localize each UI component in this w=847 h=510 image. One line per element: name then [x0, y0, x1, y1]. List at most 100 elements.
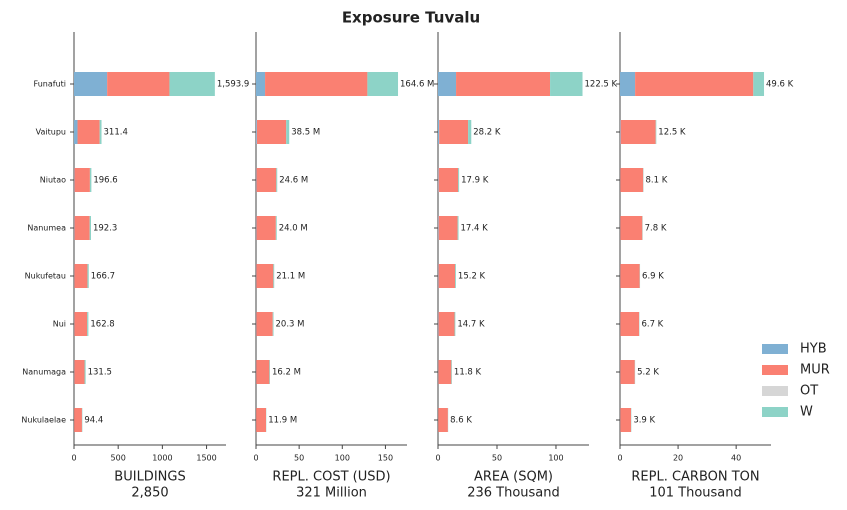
- y-tick-label: Nukufetau: [25, 272, 66, 281]
- y-tick-label: Nui: [53, 320, 66, 329]
- bar-segment: [256, 408, 267, 432]
- legend-label: W: [800, 405, 813, 420]
- legend-swatch: [762, 407, 788, 417]
- bar-total-label: 1,593.9: [217, 80, 249, 90]
- bar-segment: [74, 216, 90, 240]
- x-tick-label: 20: [673, 454, 683, 463]
- bar-segment: [620, 120, 656, 144]
- legend-swatch: [762, 365, 788, 375]
- x-axis-label: BUILDINGS: [114, 470, 185, 485]
- x-tick-label: 0: [617, 454, 622, 463]
- x-tick-label: 500: [111, 454, 126, 463]
- bar-total-label: 7.8 K: [645, 224, 667, 234]
- bar-total-label: 15.2 K: [458, 272, 486, 282]
- y-tick-label: Niutao: [40, 176, 66, 185]
- y-tick-label: Funafuti: [34, 80, 66, 89]
- bar-total-label: 11.9 M: [268, 416, 297, 426]
- bar-segment: [84, 360, 86, 384]
- bar-total-label: 11.8 K: [454, 368, 482, 378]
- x-tick-label: 1500: [196, 454, 216, 463]
- bar-segment: [275, 216, 277, 240]
- x-tick-label: 50: [294, 454, 304, 463]
- bar-segment: [753, 72, 765, 96]
- bar-segment: [74, 312, 88, 336]
- bar-segment: [74, 408, 82, 432]
- bar-segment: [169, 72, 215, 96]
- bar-segment: [620, 72, 636, 96]
- bar-total-label: 131.5: [88, 368, 112, 378]
- bar-segment: [455, 264, 456, 288]
- bar-total-label: 192.3: [93, 224, 117, 234]
- bar-total-label: 14.7 K: [457, 320, 485, 330]
- bar-total-label: 49.6 K: [766, 80, 794, 90]
- bar-segment: [265, 72, 368, 96]
- x-tick-label: 40: [731, 454, 741, 463]
- bar-segment: [620, 312, 640, 336]
- bar-segment: [256, 72, 266, 96]
- bar-segment: [74, 72, 108, 96]
- bar-segment: [438, 72, 457, 96]
- bar-total-label: 166.7: [91, 272, 115, 282]
- x-axis-label: REPL. CARBON TON: [631, 470, 759, 485]
- bar-total-label: 311.4: [104, 128, 128, 138]
- x-tick-label: 0: [71, 454, 76, 463]
- legend-swatch: [762, 344, 788, 354]
- bar-segment: [438, 408, 448, 432]
- legend-label: OT: [800, 384, 818, 399]
- bar-segment: [107, 72, 170, 96]
- x-axis-label: AREA (SQM): [474, 470, 553, 485]
- bar-segment: [77, 120, 100, 144]
- bar-segment: [367, 72, 399, 96]
- bar-segment: [620, 120, 621, 144]
- x-tick-label: 1000: [152, 454, 172, 463]
- bar-total-label: 20.3 M: [276, 320, 305, 330]
- legend-label: MUR: [800, 363, 830, 378]
- bar-segment: [438, 216, 458, 240]
- x-tick-label: 100: [548, 454, 563, 463]
- bar-segment: [458, 168, 460, 192]
- bar-total-label: 5.2 K: [637, 368, 659, 378]
- bar-segment: [87, 312, 89, 336]
- bar-segment: [99, 120, 102, 144]
- x-tick-label: 150: [378, 454, 393, 463]
- x-axis-total: 101 Thousand: [649, 486, 742, 501]
- bar-segment: [438, 312, 455, 336]
- x-axis-total: 2,850: [131, 486, 168, 501]
- bar-segment: [273, 264, 275, 288]
- bar-segment: [620, 168, 644, 192]
- bar-segment: [89, 216, 91, 240]
- x-tick-label: 0: [253, 454, 258, 463]
- bar-segment: [468, 120, 472, 144]
- x-axis-total: 321 Million: [296, 486, 367, 501]
- bar-total-label: 12.5 K: [658, 128, 686, 138]
- bar-segment: [272, 312, 274, 336]
- bar-total-label: 196.6: [93, 176, 117, 186]
- bar-segment: [256, 168, 277, 192]
- y-tick-label: Nanumaga: [22, 368, 66, 377]
- bar-segment: [620, 360, 635, 384]
- bar-segment: [89, 168, 92, 192]
- x-tick-label: 100: [335, 454, 350, 463]
- bar-total-label: 164.6 M: [400, 80, 434, 90]
- x-axis-label: REPL. COST (USD): [272, 470, 390, 485]
- bar-segment: [620, 216, 643, 240]
- bar-segment: [256, 264, 274, 288]
- bar-total-label: 162.8: [90, 320, 114, 330]
- x-axis-total: 236 Thousand: [467, 486, 560, 501]
- bar-segment: [276, 168, 278, 192]
- bar-segment: [550, 72, 583, 96]
- bar-segment: [438, 120, 440, 144]
- bar-segment: [438, 360, 452, 384]
- bar-segment: [456, 72, 551, 96]
- bar-total-label: 8.1 K: [646, 176, 668, 186]
- bar-segment: [439, 120, 469, 144]
- bar-segment: [87, 264, 89, 288]
- bar-segment: [74, 120, 78, 144]
- bar-segment: [620, 264, 640, 288]
- bar-segment: [74, 360, 85, 384]
- bar-total-label: 38.5 M: [291, 128, 320, 138]
- x-tick-label: 0: [435, 454, 440, 463]
- chart-title: Exposure Tuvalu: [342, 9, 480, 27]
